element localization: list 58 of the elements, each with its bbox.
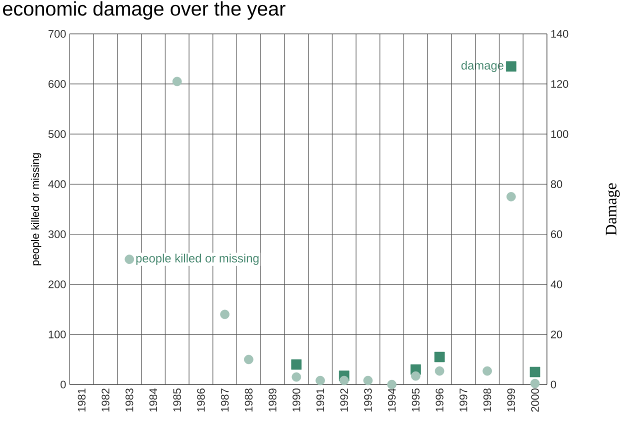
point xyxy=(292,372,302,382)
point xyxy=(482,366,492,376)
y-tick-label: 700 xyxy=(48,30,66,38)
x-tick-label: 1981 xyxy=(78,388,86,412)
x-tick-label: 1988 xyxy=(244,388,253,412)
point xyxy=(316,376,325,386)
point xyxy=(434,352,445,362)
x-tick-label: 1985 xyxy=(173,388,181,412)
x-tick-label: 1990 xyxy=(292,388,300,412)
x-tick-label: 1999 xyxy=(507,388,516,412)
point xyxy=(291,359,302,370)
point xyxy=(244,354,254,364)
x-tick-label: 1998 xyxy=(483,388,492,412)
x-tick-label: 1986 xyxy=(197,388,205,412)
y2-tick-label: 80 xyxy=(550,180,562,188)
x-tick-label: 1987 xyxy=(220,388,229,412)
x-tick-label: 1997 xyxy=(460,388,468,412)
y-tick-label: 200 xyxy=(48,280,66,288)
point xyxy=(387,380,397,390)
y2-tick-label: 60 xyxy=(551,230,562,238)
y2-tick-label: 0 xyxy=(550,380,556,388)
x-tick-label: 1994 xyxy=(388,388,396,412)
y-tick-label: 500 xyxy=(48,130,66,138)
y2-tick-label: 40 xyxy=(550,280,562,288)
y-tick-label: 400 xyxy=(48,180,66,188)
x-tick-label: 2000 xyxy=(531,388,539,412)
y-tick-label: 0 xyxy=(60,380,66,388)
point xyxy=(220,310,230,319)
y2-tick-label: 20 xyxy=(550,330,562,338)
point xyxy=(530,366,540,378)
y2-tick-label: 120 xyxy=(551,80,568,88)
point xyxy=(339,376,349,386)
x-tick-label: 1991 xyxy=(316,388,324,412)
point xyxy=(506,192,516,202)
y-tick-label: 300 xyxy=(48,230,66,238)
point xyxy=(172,76,182,86)
chart-title: economic damage over the year xyxy=(3,1,286,20)
x-tick-label: 1995 xyxy=(412,388,420,412)
x-tick-label: 1992 xyxy=(340,388,348,412)
x-tick-label: 1993 xyxy=(364,388,372,412)
point xyxy=(434,366,444,376)
x-tick-label: 1996 xyxy=(436,388,444,412)
y-tick-label: 600 xyxy=(48,80,66,88)
y2-tick-label: 100 xyxy=(551,130,568,138)
x-tick-label: 1984 xyxy=(149,388,158,412)
series-label: people killed or missing xyxy=(136,254,259,265)
point xyxy=(530,378,540,388)
y-tick-label: 100 xyxy=(48,330,66,338)
y-axis-title: people killed or missing xyxy=(31,153,42,266)
x-tick-label: 1983 xyxy=(126,388,134,412)
point xyxy=(363,376,373,386)
point xyxy=(506,61,516,72)
x-tick-label: 1982 xyxy=(102,388,110,412)
point xyxy=(411,371,420,381)
y2-axis-title: Damage xyxy=(606,183,620,236)
x-tick-label: 1989 xyxy=(268,388,276,412)
point xyxy=(124,254,134,264)
y2-tick-label: 140 xyxy=(551,30,568,38)
